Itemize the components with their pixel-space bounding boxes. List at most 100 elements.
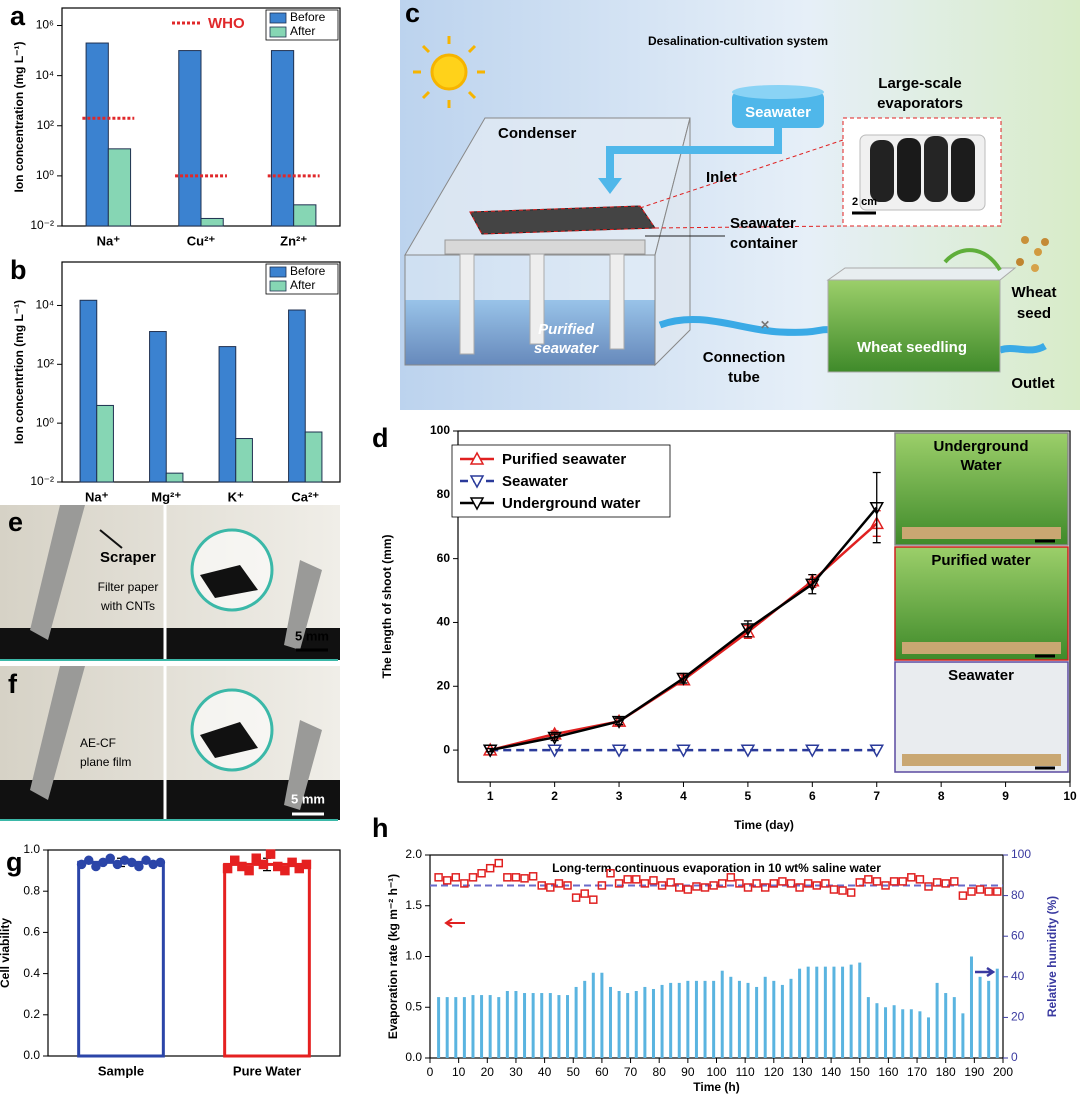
data-point <box>442 876 452 885</box>
x-tick-label: 70 <box>624 1065 638 1079</box>
axis-label: The length of shoot (mm) <box>380 535 394 679</box>
panel-label: e <box>8 507 23 537</box>
y-tick-label: 10⁰ <box>36 415 54 429</box>
x-tick-label: 170 <box>907 1065 927 1079</box>
bar <box>832 966 836 1058</box>
panel-label: a <box>10 1 26 31</box>
x-tick-label: 4 <box>680 789 687 803</box>
label-line: seawater <box>534 340 599 357</box>
data-point <box>632 875 641 884</box>
bar <box>437 997 441 1058</box>
bar <box>849 964 853 1058</box>
data-point <box>222 863 233 874</box>
data-point <box>740 744 756 758</box>
data-point <box>676 672 691 686</box>
axis-label: Time (day) <box>734 818 794 832</box>
data-point <box>821 879 830 888</box>
data-point <box>829 885 839 894</box>
bar <box>651 988 655 1058</box>
label: Filter paper with CNTs <box>98 580 159 613</box>
data-point <box>537 881 546 890</box>
data-point <box>666 878 675 887</box>
bar <box>566 995 570 1058</box>
x-tick-label: 1 <box>487 789 494 803</box>
label: Seawater container <box>730 215 798 252</box>
bar <box>686 980 690 1058</box>
bar <box>772 980 776 1058</box>
plot-frame <box>61 261 341 483</box>
y-tick-label: 10² <box>37 356 54 370</box>
panel-label: c <box>405 0 420 28</box>
x-tick-label: 120 <box>764 1065 784 1079</box>
label: Scraper <box>100 549 156 566</box>
data-point <box>726 873 736 882</box>
y-tick-label: 60 <box>1011 928 1025 942</box>
bar <box>523 993 527 1058</box>
bar <box>531 993 535 1058</box>
bar <box>815 966 819 1058</box>
bar <box>548 993 552 1058</box>
data-point <box>511 873 521 882</box>
x-tick-label: Ca²⁺ <box>291 489 319 504</box>
bar <box>471 995 475 1058</box>
data-point <box>623 875 632 884</box>
y-tick-label: 1.0 <box>405 949 422 963</box>
panel-label: f <box>8 669 18 699</box>
bar <box>288 309 306 483</box>
bar <box>823 966 827 1058</box>
chart-title: Long-term continuous evaporation in 10 w… <box>552 861 881 875</box>
label: Wheat seed <box>1012 284 1057 322</box>
legend-marker <box>469 475 485 489</box>
bar <box>918 1011 922 1058</box>
x-tick-label: Zn²⁺ <box>280 233 307 248</box>
legend-label: WHO <box>208 15 245 32</box>
data-point <box>301 859 312 870</box>
x-tick-label: 6 <box>809 789 816 803</box>
y-tick-label: 100 <box>1011 847 1031 861</box>
label: Large-scale evaporators <box>877 75 963 112</box>
plot-frame <box>47 849 341 1057</box>
inset-label: Underground <box>934 438 1029 455</box>
y-tick-label: 0.0 <box>23 1048 40 1062</box>
data-point <box>112 859 123 870</box>
y-tick-label: 0 <box>1011 1050 1018 1064</box>
data-point <box>855 878 864 887</box>
x-tick-label: 130 <box>792 1065 812 1079</box>
data-point <box>683 885 693 894</box>
data-point <box>907 873 916 882</box>
data-point <box>950 877 959 886</box>
bar <box>454 997 458 1058</box>
bar <box>223 862 311 1058</box>
data-point <box>805 578 820 592</box>
x-tick-label: 190 <box>964 1065 984 1079</box>
axis-label: Relative humidity (%) <box>1045 896 1059 1017</box>
data-point <box>735 879 744 888</box>
data-point <box>740 623 756 637</box>
data-point <box>485 863 495 873</box>
data-point <box>881 881 890 890</box>
data-point <box>872 877 882 886</box>
label-line: with CNTs <box>100 599 155 613</box>
bar <box>480 995 484 1058</box>
bar <box>79 299 98 483</box>
bar <box>995 968 999 1058</box>
y-tick-label: 10² <box>37 118 54 132</box>
data-point <box>265 849 276 859</box>
bar <box>107 148 132 227</box>
error-bar <box>872 471 881 544</box>
y-tick-label: 20 <box>437 678 451 692</box>
label-line: container <box>730 235 798 252</box>
bar <box>677 982 681 1058</box>
series-line <box>489 506 878 752</box>
bar <box>293 204 317 227</box>
y-tick-label: 20 <box>1011 1010 1025 1024</box>
error-bar <box>550 733 559 742</box>
y-tick-label: 1.5 <box>405 898 422 912</box>
axis-label: Ion concentration (mg L⁻¹) <box>12 42 26 193</box>
data-point <box>589 895 598 904</box>
panel-label: g <box>6 847 23 877</box>
data-point <box>805 744 820 758</box>
data-point <box>528 872 538 881</box>
bar <box>780 984 784 1058</box>
